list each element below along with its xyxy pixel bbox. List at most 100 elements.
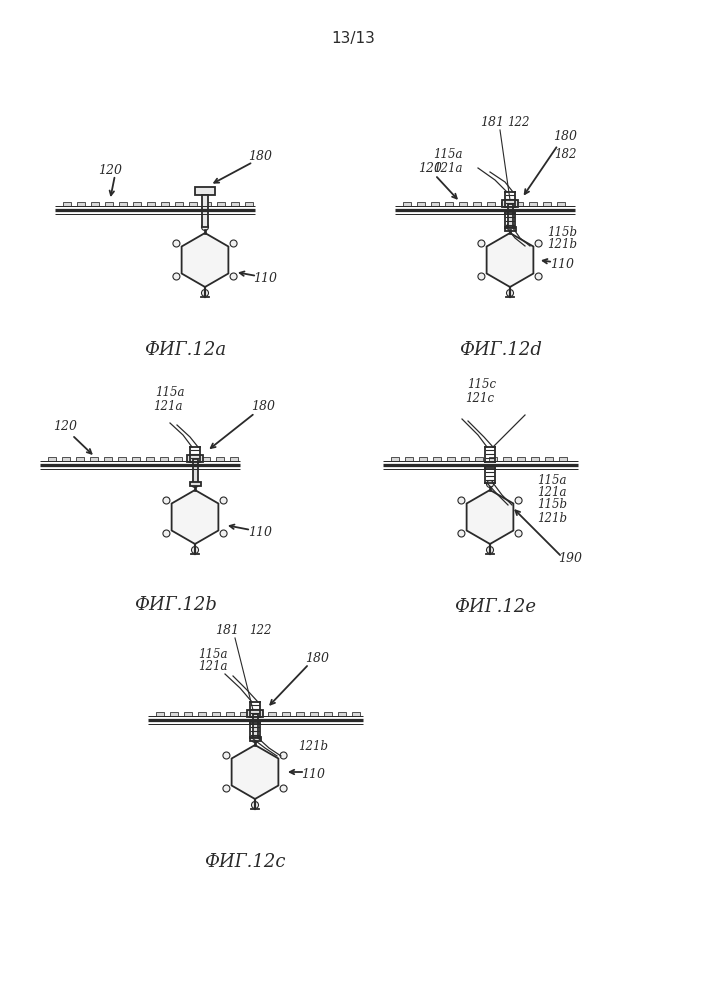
Bar <box>459 202 467 206</box>
Text: ФИГ.12d: ФИГ.12d <box>459 341 542 359</box>
Text: 110: 110 <box>248 526 272 538</box>
Bar <box>240 712 247 716</box>
Bar <box>156 712 163 716</box>
Bar <box>187 455 203 462</box>
Text: 115a: 115a <box>156 386 185 399</box>
Text: 180: 180 <box>251 400 275 414</box>
Bar <box>146 457 154 461</box>
Circle shape <box>506 290 513 296</box>
Circle shape <box>201 224 209 231</box>
Bar <box>529 202 537 206</box>
Bar <box>431 202 439 206</box>
Circle shape <box>223 752 230 759</box>
Bar <box>203 202 211 206</box>
Bar <box>217 202 225 206</box>
Text: ФИГ.12b: ФИГ.12b <box>134 596 216 614</box>
Text: 121b: 121b <box>537 512 567 526</box>
Text: 180: 180 <box>305 652 329 664</box>
Bar <box>195 187 215 195</box>
Bar <box>310 712 317 716</box>
Bar <box>175 202 183 206</box>
Bar <box>104 457 112 461</box>
Bar <box>250 737 260 741</box>
Circle shape <box>163 530 170 537</box>
Text: 180: 180 <box>248 150 272 163</box>
Bar <box>505 227 515 231</box>
Text: 115a: 115a <box>433 148 463 161</box>
Text: 181: 181 <box>480 115 504 128</box>
Bar <box>77 202 85 206</box>
Bar <box>267 712 276 716</box>
Circle shape <box>535 240 542 247</box>
Bar <box>160 457 168 461</box>
Circle shape <box>280 752 287 759</box>
Text: 115b: 115b <box>547 226 577 238</box>
Bar <box>254 712 262 716</box>
Text: 120: 120 <box>418 161 442 174</box>
Text: ФИГ.12a: ФИГ.12a <box>144 341 226 359</box>
Circle shape <box>486 546 493 554</box>
Circle shape <box>458 497 465 504</box>
Bar <box>296 712 303 716</box>
Bar <box>245 202 253 206</box>
Bar <box>63 202 71 206</box>
Bar <box>403 202 411 206</box>
Circle shape <box>252 736 259 742</box>
Text: 110: 110 <box>550 258 574 271</box>
Bar <box>503 457 510 461</box>
Circle shape <box>223 785 230 792</box>
Text: 110: 110 <box>301 768 325 782</box>
Bar <box>447 457 455 461</box>
Circle shape <box>192 481 199 488</box>
Bar <box>390 457 399 461</box>
Bar <box>147 202 155 206</box>
Polygon shape <box>467 490 513 544</box>
Text: 121b: 121b <box>547 238 577 251</box>
Bar <box>404 457 412 461</box>
Bar <box>515 202 523 206</box>
Bar <box>188 457 196 461</box>
Text: 121a: 121a <box>198 660 228 674</box>
Bar <box>161 202 169 206</box>
Bar <box>337 712 346 716</box>
Bar <box>557 202 565 206</box>
Text: 190: 190 <box>558 552 582 566</box>
Circle shape <box>535 273 542 280</box>
Circle shape <box>458 530 465 537</box>
Bar <box>90 457 98 461</box>
Bar <box>216 457 224 461</box>
Polygon shape <box>232 745 279 799</box>
Bar <box>544 457 552 461</box>
Polygon shape <box>182 233 228 287</box>
Circle shape <box>201 290 209 296</box>
Bar <box>174 457 182 461</box>
Bar <box>559 457 566 461</box>
Circle shape <box>478 273 485 280</box>
Bar <box>170 712 177 716</box>
Circle shape <box>280 785 287 792</box>
Bar <box>543 202 551 206</box>
Bar <box>445 202 453 206</box>
Text: 120: 120 <box>53 420 77 434</box>
Text: 115b: 115b <box>537 498 567 512</box>
Bar <box>474 457 482 461</box>
Bar <box>211 712 219 716</box>
Text: 121a: 121a <box>537 486 567 498</box>
Bar <box>281 712 289 716</box>
Text: 121a: 121a <box>433 161 463 174</box>
Text: 121b: 121b <box>298 740 328 752</box>
Circle shape <box>192 546 199 554</box>
Bar <box>91 202 99 206</box>
Bar <box>226 712 233 716</box>
Bar <box>132 457 140 461</box>
Bar <box>351 712 359 716</box>
Bar <box>48 457 56 461</box>
Circle shape <box>230 273 237 280</box>
Bar <box>192 459 197 483</box>
Bar <box>487 202 495 206</box>
Bar <box>433 457 440 461</box>
Bar <box>189 202 197 206</box>
Circle shape <box>220 497 227 504</box>
Text: ФИГ.12c: ФИГ.12c <box>204 853 286 871</box>
Bar <box>417 202 425 206</box>
